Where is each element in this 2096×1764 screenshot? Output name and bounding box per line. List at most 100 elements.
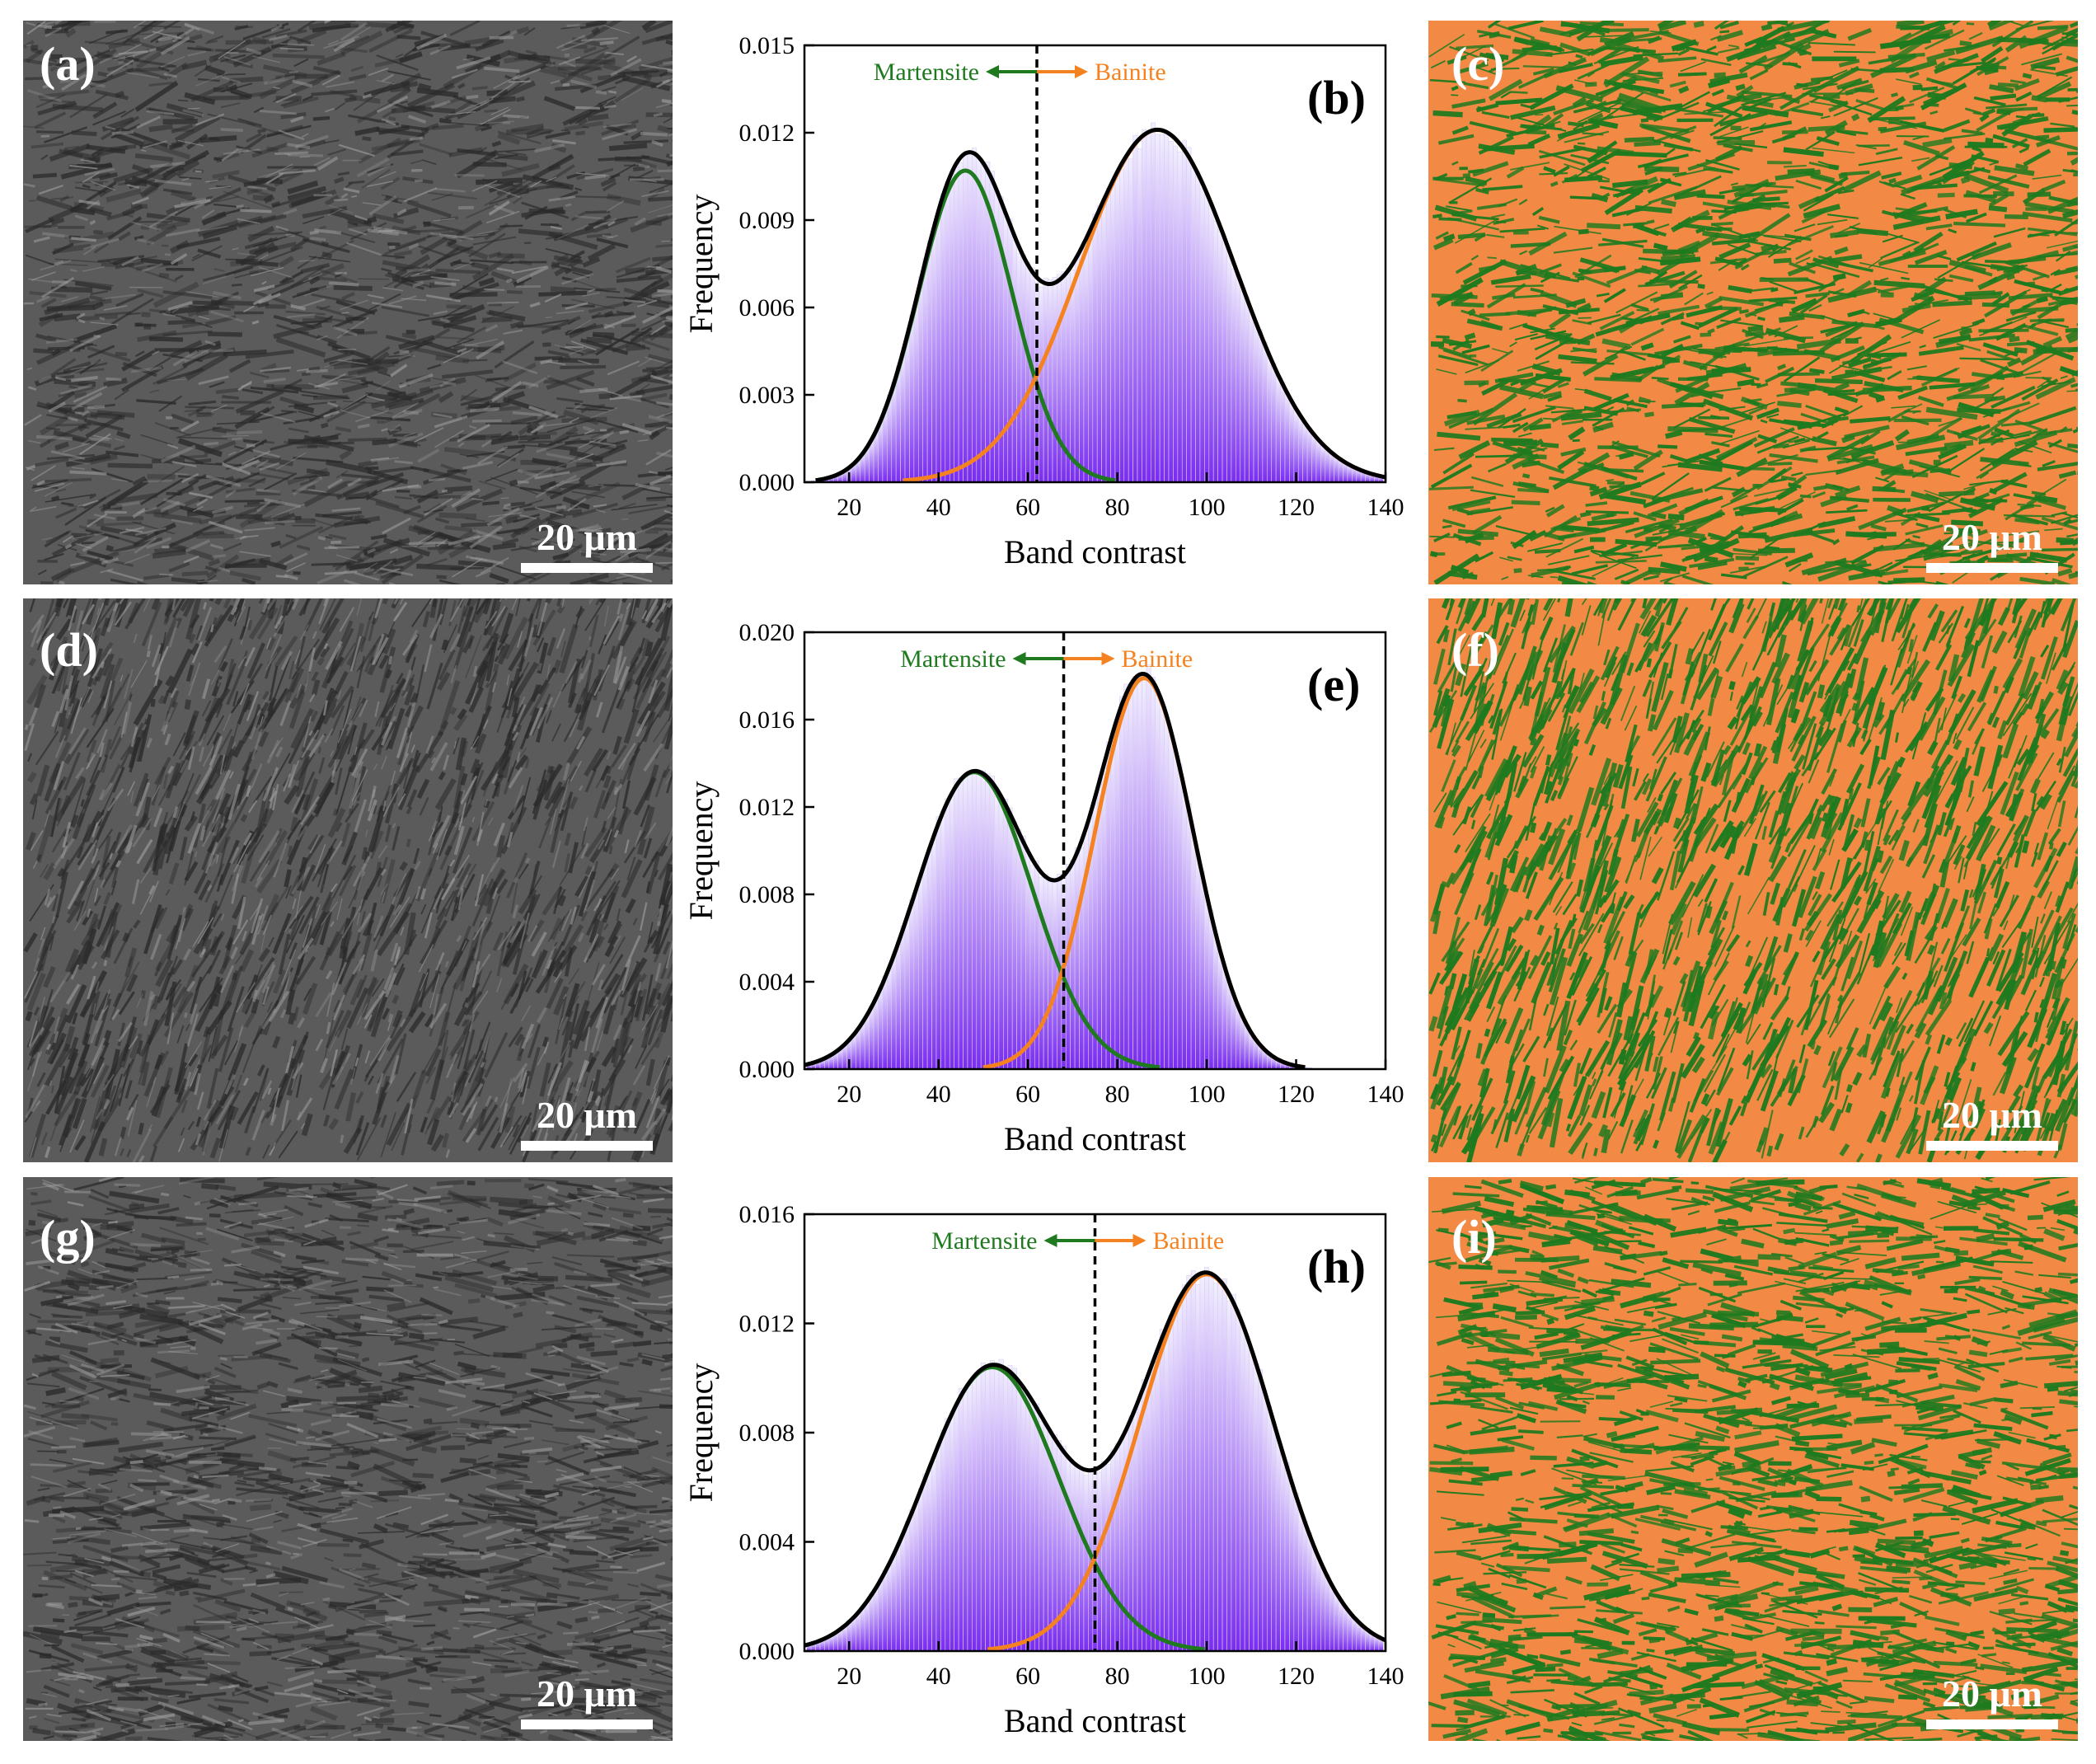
histogram-bar bbox=[1070, 860, 1076, 1070]
histogram-bar bbox=[1208, 1272, 1214, 1652]
scale-bar: 20 μm bbox=[1926, 1096, 2058, 1151]
y-tick-label: 0.004 bbox=[739, 969, 795, 996]
scale-bar-text: 20 μm bbox=[537, 1094, 637, 1136]
histogram-bar bbox=[954, 167, 959, 483]
histogram-bar bbox=[1217, 229, 1223, 483]
martensite-arrowhead bbox=[1012, 652, 1026, 665]
histogram-bar bbox=[1137, 148, 1142, 483]
histogram-bar bbox=[980, 162, 986, 483]
histogram-bar bbox=[1338, 1601, 1343, 1652]
phase-map-i: (i) 20 μm bbox=[1428, 1177, 2078, 1741]
y-tick-label: 0.000 bbox=[739, 1056, 795, 1083]
histogram-bar bbox=[856, 1612, 861, 1652]
histogram-bar bbox=[935, 816, 941, 1070]
histogram-bar bbox=[1074, 1464, 1080, 1652]
histogram-bar bbox=[1329, 453, 1334, 483]
x-tick-label: 20 bbox=[837, 1081, 861, 1108]
y-tick-label: 0.016 bbox=[739, 1201, 795, 1228]
histogram-bar bbox=[917, 877, 924, 1070]
histogram-bar bbox=[967, 772, 973, 1070]
histogram-bar bbox=[1137, 679, 1142, 1070]
x-tick-label: 40 bbox=[926, 1663, 951, 1690]
plot-frame bbox=[803, 631, 1387, 1071]
x-tick-label: 120 bbox=[1278, 494, 1315, 521]
histogram-bar bbox=[1289, 1481, 1295, 1652]
x-axis-title: Band contrast bbox=[1004, 1120, 1186, 1157]
histogram-bar bbox=[967, 150, 973, 483]
histogram-bar bbox=[1181, 791, 1187, 1070]
y-tick-label: 0.008 bbox=[739, 1419, 795, 1447]
histogram-bar bbox=[1016, 828, 1022, 1070]
histogram-bar bbox=[851, 1616, 856, 1652]
histogram-bar bbox=[878, 987, 884, 1070]
scale-bar: 20 μm bbox=[1926, 1675, 2058, 1729]
martensite-arrow-label: Martensite bbox=[874, 59, 979, 86]
histogram-bar bbox=[1101, 772, 1107, 1070]
phase-map bbox=[1428, 598, 2078, 1162]
histogram-bar bbox=[891, 954, 897, 1070]
histogram-bar bbox=[1173, 1307, 1179, 1652]
histogram-bar bbox=[1142, 678, 1147, 1070]
histogram-bar bbox=[1226, 1300, 1232, 1652]
histogram-bar bbox=[945, 798, 950, 1070]
x-tick-label: 140 bbox=[1367, 494, 1404, 521]
histogram-bar bbox=[1043, 874, 1048, 1070]
histogram-bar bbox=[1253, 1368, 1259, 1652]
scale-bar: 20 μm bbox=[521, 518, 653, 573]
histogram-chart-h: Martensite Bainite 20 40 60 80 100 120 140 0.000 0… bbox=[681, 1185, 1404, 1754]
histogram-bar bbox=[1114, 1443, 1120, 1652]
phase-map-f: (f) 20 μm bbox=[1428, 598, 2078, 1162]
histogram-bar bbox=[1306, 427, 1312, 483]
histogram-bar bbox=[1204, 1267, 1210, 1652]
y-tick-label: 0.012 bbox=[739, 1311, 795, 1338]
histogram-bar bbox=[1128, 158, 1133, 483]
histogram-bar bbox=[842, 1626, 847, 1652]
histogram-bar bbox=[1266, 358, 1273, 483]
histogram-bar bbox=[1275, 377, 1281, 483]
histogram-bar bbox=[998, 1358, 1004, 1652]
histogram-bar bbox=[1302, 423, 1308, 483]
histogram-bar bbox=[1289, 403, 1295, 483]
histogram-bar bbox=[931, 1461, 937, 1652]
histogram-bar bbox=[1329, 1584, 1334, 1652]
histogram-bar bbox=[1114, 727, 1120, 1070]
histogram-bar bbox=[1320, 1566, 1326, 1652]
histogram-bars bbox=[806, 664, 1312, 1070]
histogram-bar bbox=[1181, 1284, 1187, 1652]
histogram-bar bbox=[1221, 1278, 1227, 1652]
histogram-bar bbox=[1204, 195, 1210, 483]
scale-bar: 20 μm bbox=[521, 1675, 653, 1729]
histogram-bar bbox=[1079, 1467, 1085, 1652]
histogram-bar bbox=[1048, 279, 1053, 483]
bainite-arrowhead bbox=[1101, 652, 1115, 665]
histogram-bar bbox=[940, 1429, 946, 1652]
histogram-bar bbox=[1258, 1369, 1264, 1652]
histogram-bar bbox=[922, 1473, 928, 1652]
panel-label: (h) bbox=[1307, 1240, 1366, 1293]
plot-frame bbox=[803, 44, 1387, 484]
histogram-bar bbox=[980, 1363, 986, 1652]
histogram-bar bbox=[998, 798, 1004, 1070]
histogram-bar bbox=[1123, 683, 1129, 1070]
histogram-bar bbox=[1092, 213, 1098, 483]
y-axis-title: Frequency bbox=[682, 1363, 720, 1503]
scale-bar-text: 20 μm bbox=[1942, 516, 2042, 558]
histogram-bar bbox=[1096, 204, 1102, 483]
histogram-bar bbox=[1249, 1352, 1254, 1652]
histogram-bar bbox=[926, 1469, 932, 1652]
x-tick-label: 40 bbox=[926, 1081, 951, 1108]
x-tick-label: 120 bbox=[1278, 1663, 1315, 1690]
histogram-bar bbox=[1204, 899, 1210, 1070]
histogram-bar bbox=[851, 1034, 856, 1070]
histogram-bar bbox=[1240, 290, 1245, 483]
histogram-bar bbox=[878, 1578, 884, 1652]
scale-bar-line bbox=[1926, 1719, 2058, 1729]
histogram-bar bbox=[913, 302, 919, 483]
histogram-bar bbox=[1177, 1300, 1183, 1652]
histogram-bar bbox=[931, 228, 937, 483]
histogram-bar bbox=[1244, 296, 1250, 483]
histogram-bar bbox=[1150, 122, 1156, 483]
histogram-bar bbox=[1249, 312, 1254, 483]
histogram-bar bbox=[989, 776, 995, 1070]
histogram-bar bbox=[1003, 798, 1009, 1070]
